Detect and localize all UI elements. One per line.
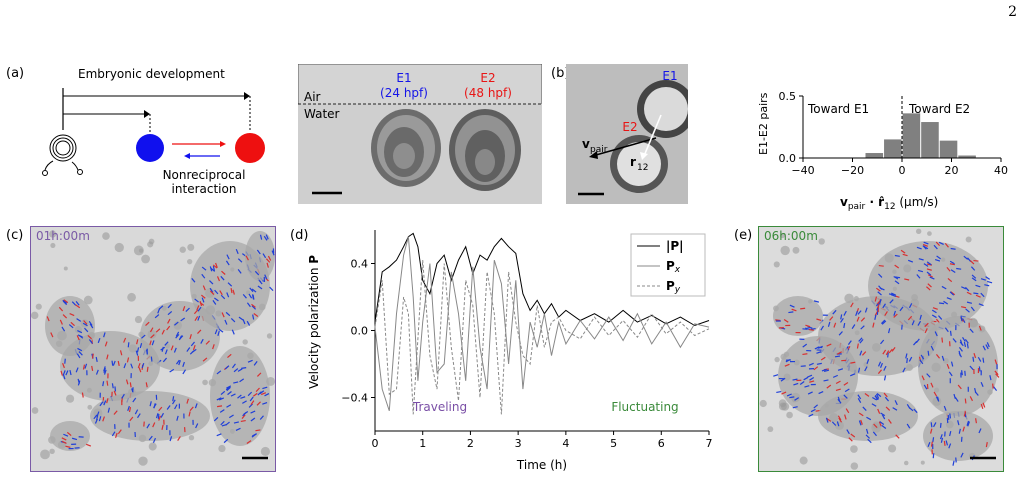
blue-embryo-icon	[136, 134, 164, 162]
histogram-bar	[939, 140, 958, 158]
legend: |P| Px Py	[630, 233, 706, 297]
polarization-tick-label: 0.0	[351, 325, 369, 338]
time-tick-label: 1	[419, 437, 426, 450]
time-tick-label: 3	[515, 437, 522, 450]
histogram-bar	[921, 122, 939, 158]
air-label: Air	[304, 90, 321, 104]
time-tick-label: 0	[372, 437, 379, 450]
y-tick-label: 0.0	[779, 152, 797, 165]
development-schematic: Embryonic development Nonreciprocal inte…	[42, 67, 265, 196]
histogram-bar	[865, 153, 884, 158]
panel-c-label: (c)	[6, 228, 24, 243]
polarization-chart: 0 1 2 3 4 5 6 7 −0.4 0.0 0.4 |P| Px Py Traveling F…	[307, 230, 713, 472]
embryo-e2	[449, 109, 521, 191]
time-tick-label: 5	[610, 437, 617, 450]
swarm-image-6h: 06h:00m	[758, 226, 1004, 472]
histogram-chart: 0.5 0.0 −40 −20 0 20 40 Toward E1 Toward E2 …	[757, 90, 1008, 212]
interaction-label-2: interaction	[172, 182, 237, 196]
regime-fluctuating: Fluctuating	[611, 400, 678, 414]
annotation-toward-e1: Toward E1	[807, 102, 869, 116]
pair-e2-label: E2	[622, 120, 637, 134]
r12-subscript: 12	[637, 163, 648, 173]
regime-traveling: Traveling	[412, 400, 467, 414]
r12-symbol: r	[630, 155, 636, 169]
pair-e1-label: E1	[662, 69, 677, 83]
polarization-tick-label: 0.4	[351, 258, 369, 271]
x-tick-label: −40	[791, 164, 814, 177]
timestamp-1h: 01h:00m	[36, 229, 90, 243]
v-pair-subscript: pair	[590, 145, 608, 155]
histogram-bar	[884, 139, 902, 158]
egg-icon	[42, 134, 83, 176]
time-tick-label: 4	[562, 437, 569, 450]
x-tick-label: 20	[945, 164, 959, 177]
y-tick-label: 0.5	[779, 90, 797, 103]
legend-py: Py	[666, 279, 681, 295]
panel-e-label: (e)	[734, 228, 753, 243]
timestamp-6h: 06h:00m	[764, 229, 818, 243]
x-tick-label: −20	[841, 164, 864, 177]
x-tick-label: 0	[899, 164, 906, 177]
e2-age-label: (48 hpf)	[464, 86, 512, 100]
time-tick-label: 2	[467, 437, 474, 450]
histogram-y-label: E1-E2 pairs	[757, 92, 770, 155]
embryo-e1	[371, 109, 441, 187]
histogram-bar	[902, 113, 921, 158]
e1-label: E1	[396, 71, 411, 85]
time-tick-label: 6	[658, 437, 665, 450]
panel-a-label: (a)	[6, 66, 25, 81]
panel-d-label: (d)	[290, 228, 309, 243]
x-tick-label: 40	[994, 164, 1008, 177]
series-line-py	[374, 260, 710, 415]
e2-label: E2	[480, 71, 495, 85]
legend-abs-p: |P|	[666, 239, 684, 253]
polarization-axis-label: Velocity polarization P	[307, 255, 321, 389]
development-label: Embryonic development	[78, 67, 225, 81]
e1-age-label: (24 hpf)	[380, 86, 428, 100]
swarm-image-1h: 01h:00m	[30, 226, 276, 472]
embryo-photo: Air Water E1 (24 hpf) E2 (48 hpf)	[298, 64, 542, 204]
series-line-p	[374, 232, 710, 327]
series-line-px	[374, 236, 710, 412]
red-embryo-icon	[235, 133, 265, 163]
legend-px: Px	[666, 259, 681, 275]
pair-photo: E1 E2 v pair r 12	[566, 64, 688, 204]
histogram-bar	[958, 155, 976, 158]
polarization-tick-label: −0.4	[341, 392, 368, 405]
time-tick-label: 7	[706, 437, 713, 450]
page-number: 2	[1008, 4, 1017, 20]
water-label: Water	[304, 107, 340, 121]
panel-b-label: (b)	[551, 66, 570, 81]
annotation-toward-e2: Toward E2	[908, 102, 970, 116]
v-pair-symbol: v	[582, 137, 590, 151]
histogram-x-label: vpair · r̂12 (µm/s)	[840, 195, 938, 212]
interaction-label-1: Nonreciprocal	[163, 168, 246, 182]
time-axis-label: Time (h)	[516, 458, 567, 472]
